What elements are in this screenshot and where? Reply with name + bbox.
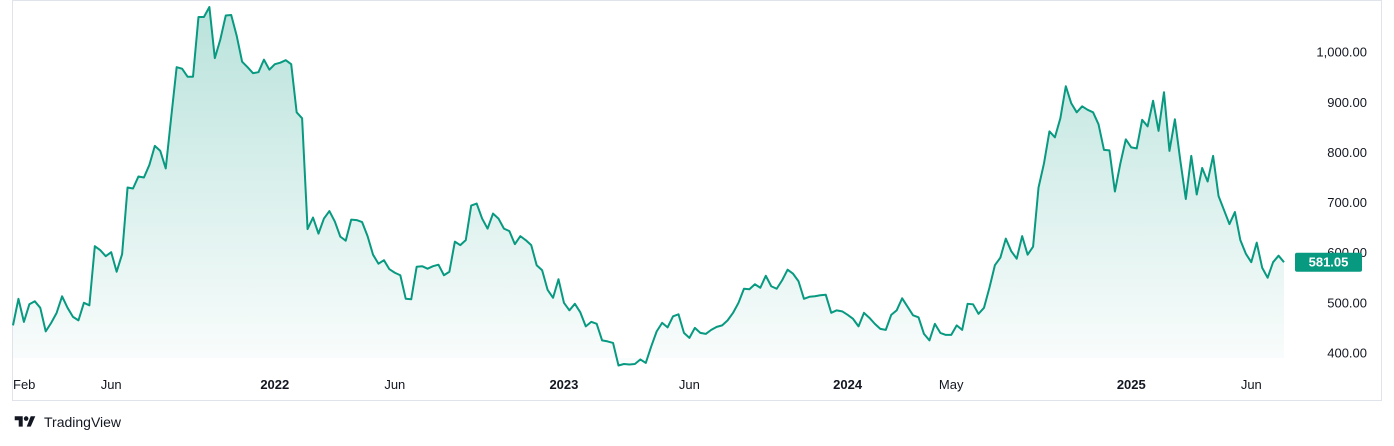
x-tick-label: Jun: [679, 377, 700, 392]
price-line-layer: [12, 6, 1285, 367]
area-fill-layer: [13, 7, 1284, 366]
y-tick-label: 400.00: [1327, 345, 1367, 360]
x-tick-label: Jun: [1241, 377, 1262, 392]
x-tick-label: 2023: [549, 377, 578, 392]
x-tick-label: Jun: [101, 377, 122, 392]
x-tick-label: 2025: [1117, 377, 1146, 392]
x-tick-label: 2022: [260, 377, 289, 392]
tradingview-logo-icon: [14, 416, 36, 427]
x-tick-label: 2024: [833, 377, 863, 392]
branding-name: TradingView: [44, 414, 122, 430]
x-axis: Feb Jun 2022 Jun 2023 Jun 2024 May 2025 Jun: [13, 377, 1262, 392]
y-axis: 400.00500.00600.00700.00800.00900.001,00…: [1316, 45, 1367, 361]
y-tick-label: 700.00: [1327, 195, 1367, 210]
price-area: [13, 7, 1284, 366]
branding[interactable]: TradingView: [12, 414, 121, 430]
x-tick-label: May: [939, 377, 964, 392]
y-tick-label: 500.00: [1327, 295, 1367, 310]
y-tick-label: 900.00: [1327, 95, 1367, 110]
last-price-badge: [1295, 252, 1362, 272]
last-price-label: 581.05: [1309, 255, 1349, 270]
x-tick-label: Feb: [13, 377, 35, 392]
price-line: [12, 6, 1285, 367]
y-tick-label: 1,000.00: [1316, 45, 1367, 60]
x-tick-label: Jun: [384, 377, 405, 392]
chart-border: [12, 0, 1382, 401]
last-price-marker: 581.05: [1295, 252, 1362, 272]
y-tick-label: 800.00: [1327, 145, 1367, 160]
